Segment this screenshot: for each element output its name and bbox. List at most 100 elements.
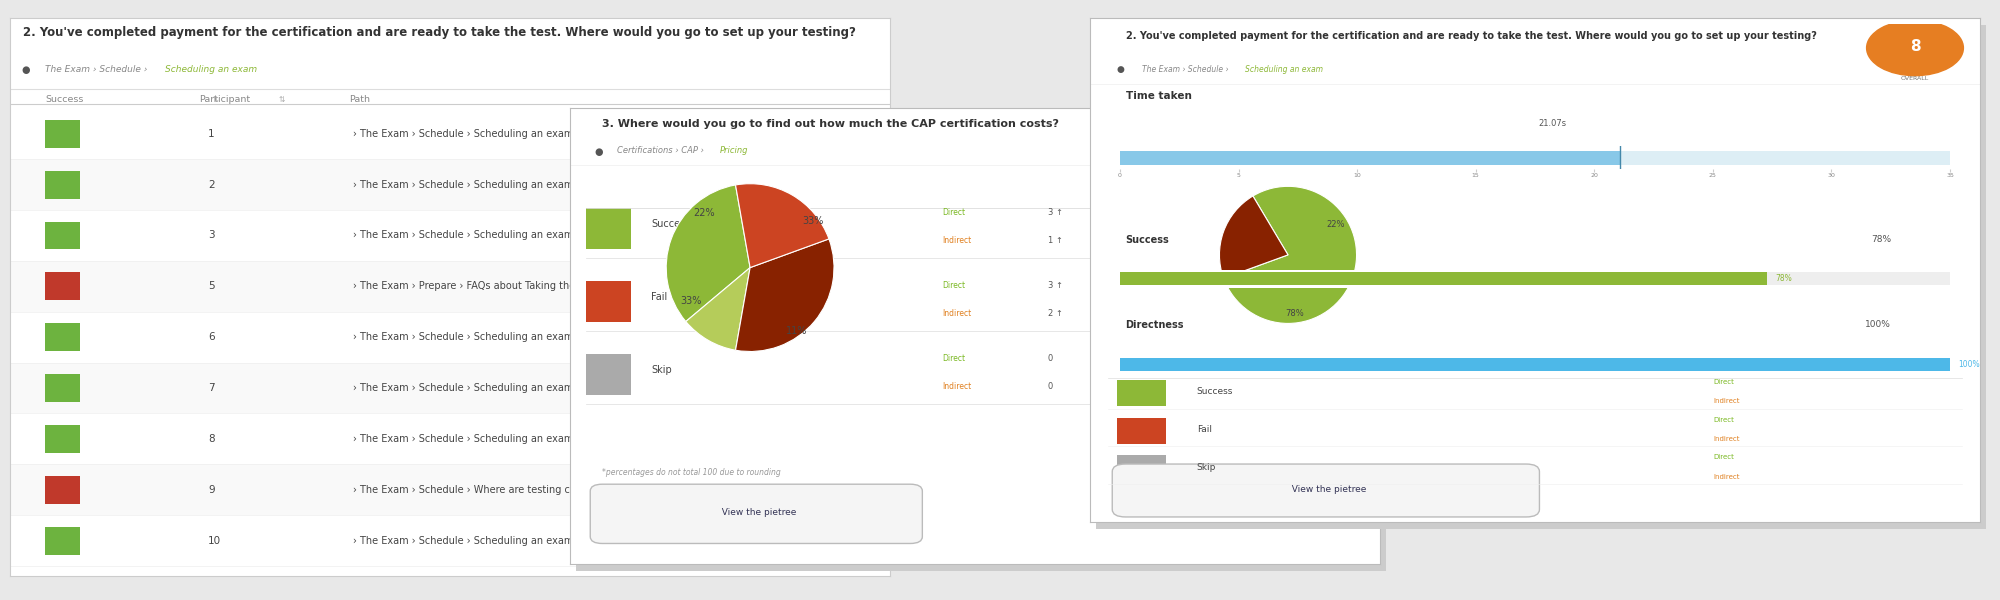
Text: › The Exam › Schedule › Scheduling an exam: › The Exam › Schedule › Scheduling an ex…: [354, 230, 574, 241]
Wedge shape: [1220, 196, 1288, 278]
FancyBboxPatch shape: [590, 484, 922, 544]
Wedge shape: [1224, 187, 1356, 323]
Text: › The Exam › Schedule › Scheduling an exam: › The Exam › Schedule › Scheduling an ex…: [354, 434, 574, 444]
Text: View the pietree: View the pietree: [716, 508, 796, 517]
Text: 3. Where would you go to find out how much the CAP certification costs?: 3. Where would you go to find out how mu…: [602, 119, 1060, 130]
Text: OVERALL: OVERALL: [1900, 76, 1930, 80]
Text: Direct: Direct: [1712, 454, 1734, 460]
Text: ⇅: ⇅: [278, 95, 284, 104]
Text: Success: Success: [1196, 388, 1234, 397]
Text: › The Exam › Schedule › Scheduling an exam: › The Exam › Schedule › Scheduling an ex…: [354, 536, 574, 545]
Text: 100%: 100%: [1958, 360, 1980, 369]
Text: 33%: 33%: [802, 217, 824, 226]
FancyBboxPatch shape: [586, 354, 630, 395]
Bar: [10, 464, 890, 515]
Text: ●: ●: [594, 147, 602, 157]
Text: Indirect: Indirect: [1712, 473, 1740, 479]
Bar: [10, 261, 890, 312]
Text: 5: 5: [208, 281, 214, 292]
Text: Success: Success: [46, 95, 84, 104]
Text: 1 ↑: 1 ↑: [1048, 236, 1062, 245]
Text: Directness: Directness: [1126, 320, 1184, 331]
Text: › The Exam › Prepare › FAQs about Taking the Exam: › The Exam › Prepare › FAQs about Taking…: [354, 281, 606, 292]
Text: 0%: 0%: [1242, 382, 1254, 391]
Bar: [10, 109, 890, 159]
Text: Participant: Participant: [200, 95, 250, 104]
FancyBboxPatch shape: [1116, 455, 1166, 482]
Text: 44%: 44%: [1348, 219, 1372, 229]
Text: Direct: Direct: [1712, 379, 1734, 385]
Text: Success: Success: [652, 219, 690, 229]
Text: Scheduling an exam: Scheduling an exam: [166, 65, 258, 74]
Text: View the pietree: View the pietree: [1286, 485, 1366, 494]
Text: 33%: 33%: [1242, 208, 1260, 217]
FancyBboxPatch shape: [46, 221, 80, 250]
Text: Indirect: Indirect: [1712, 398, 1740, 404]
Text: Indirect: Indirect: [942, 236, 972, 245]
Text: Pricing: Pricing: [720, 146, 748, 155]
Text: 11%: 11%: [786, 326, 806, 335]
Text: Direct: Direct: [1712, 416, 1734, 422]
Text: 7: 7: [208, 383, 214, 393]
FancyBboxPatch shape: [46, 170, 80, 199]
Text: Direct: Direct: [942, 208, 966, 217]
FancyBboxPatch shape: [46, 272, 80, 301]
Bar: [10, 362, 890, 413]
Bar: [1120, 358, 1950, 371]
Text: The Exam › Schedule ›: The Exam › Schedule ›: [1142, 65, 1230, 74]
Wedge shape: [736, 239, 834, 352]
Bar: [10, 515, 890, 566]
Text: 22%: 22%: [1326, 220, 1346, 229]
Circle shape: [1866, 20, 1964, 76]
Text: 78%: 78%: [1286, 308, 1304, 317]
Bar: [1120, 151, 1950, 164]
FancyBboxPatch shape: [1116, 418, 1166, 444]
Wedge shape: [666, 185, 750, 322]
Text: The Exam › Schedule ›: The Exam › Schedule ›: [46, 65, 150, 74]
Text: 22%: 22%: [1242, 308, 1258, 318]
Text: 1: 1: [208, 129, 214, 139]
Text: › The Exam › Schedule › Scheduling an exam: › The Exam › Schedule › Scheduling an ex…: [354, 129, 574, 139]
Text: *percentages do not total 100 due to rounding: *percentages do not total 100 due to rou…: [602, 468, 782, 477]
Text: › The Exam › Schedule › Scheduling an exam: › The Exam › Schedule › Scheduling an ex…: [354, 383, 574, 393]
Text: › The Exam › Schedule › Scheduling an exam: › The Exam › Schedule › Scheduling an ex…: [354, 332, 574, 342]
Text: 5 ↑: 5 ↑: [1146, 292, 1162, 302]
FancyBboxPatch shape: [586, 208, 630, 250]
Bar: [10, 413, 890, 464]
FancyBboxPatch shape: [46, 120, 80, 148]
Bar: [10, 312, 890, 362]
Text: 4 ↑: 4 ↑: [1146, 219, 1162, 229]
Text: 9: 9: [208, 485, 214, 494]
Text: 78%: 78%: [1870, 235, 1892, 244]
Text: Indirect: Indirect: [942, 308, 972, 318]
Text: 6: 6: [208, 332, 214, 342]
Bar: [1120, 272, 1950, 285]
Text: 10: 10: [208, 536, 222, 545]
FancyBboxPatch shape: [1116, 380, 1166, 406]
FancyBboxPatch shape: [46, 476, 80, 503]
Text: 33%: 33%: [680, 296, 702, 306]
Text: Direct: Direct: [942, 354, 966, 363]
Text: › The Exam › Schedule › Scheduling an exam: › The Exam › Schedule › Scheduling an ex…: [354, 179, 574, 190]
FancyBboxPatch shape: [46, 527, 80, 554]
Text: 8: 8: [1910, 38, 1920, 53]
Text: 100%: 100%: [1866, 320, 1892, 329]
Bar: [1120, 151, 1620, 164]
Text: 11%: 11%: [1242, 236, 1258, 245]
Text: 33%: 33%: [1242, 281, 1260, 290]
Text: 2: 2: [208, 179, 214, 190]
Text: Indirect: Indirect: [942, 382, 972, 391]
Bar: [10, 159, 890, 210]
Wedge shape: [736, 184, 828, 268]
FancyBboxPatch shape: [46, 425, 80, 453]
Text: Indirect: Indirect: [1712, 436, 1740, 442]
Text: 0%: 0%: [1242, 354, 1254, 363]
Text: 0: 0: [1146, 365, 1152, 375]
Text: 2. You've completed payment for the certification and are ready to take the test: 2. You've completed payment for the cert…: [1126, 31, 1816, 41]
Text: Time taken: Time taken: [1126, 91, 1192, 101]
Text: 2. You've completed payment for the certification and are ready to take the test: 2. You've completed payment for the cert…: [24, 26, 856, 40]
FancyBboxPatch shape: [46, 323, 80, 351]
Text: Fail: Fail: [652, 292, 668, 302]
Text: Success: Success: [1126, 235, 1170, 245]
FancyBboxPatch shape: [1112, 464, 1540, 517]
